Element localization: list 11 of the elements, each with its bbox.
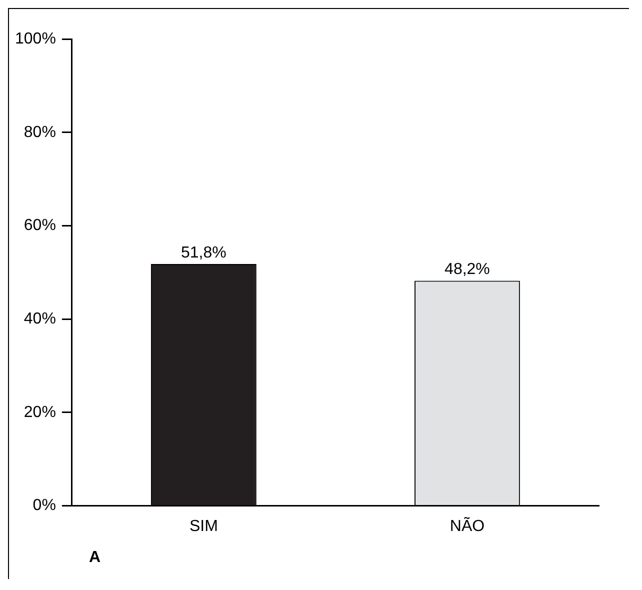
y-tick-label: 0% bbox=[32, 497, 56, 514]
data-label: 51,8% bbox=[181, 244, 226, 262]
x-tick-label: NÃO bbox=[450, 516, 485, 535]
y-tick-label: 20% bbox=[24, 404, 56, 421]
data-label: 48,2% bbox=[444, 261, 490, 278]
y-tick-label: 100% bbox=[15, 30, 56, 48]
y-tick-label: 60% bbox=[24, 217, 56, 234]
text: A bbox=[89, 549, 102, 567]
y-tick-label: 40% bbox=[24, 310, 56, 328]
x-tick-label: SIM bbox=[189, 518, 218, 535]
y-tick-label: 80% bbox=[24, 124, 56, 141]
